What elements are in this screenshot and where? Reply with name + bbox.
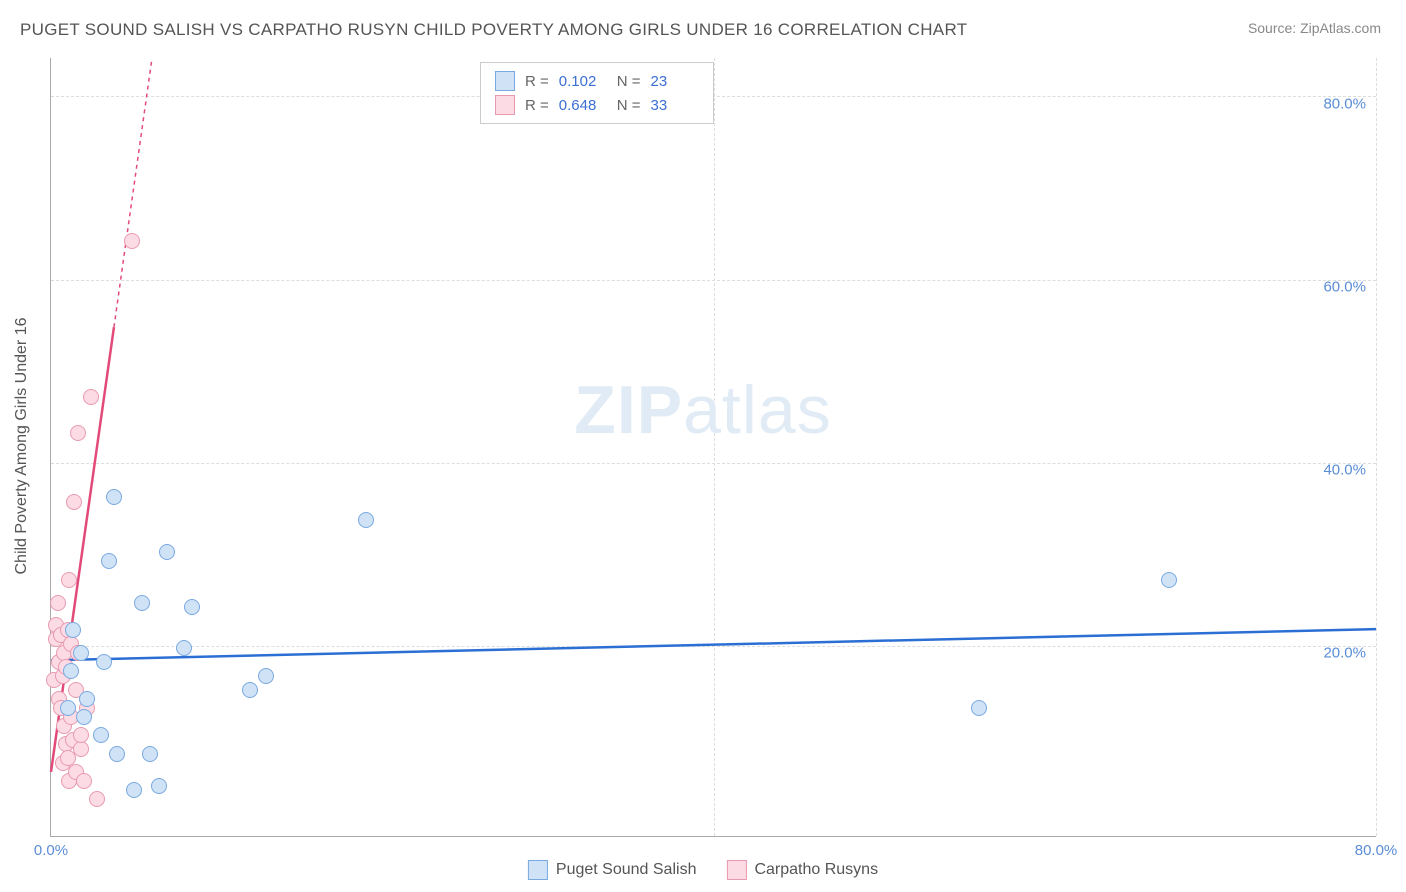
data-point: [65, 622, 81, 638]
legend-swatch: [495, 71, 515, 91]
y-tick-label: 40.0%: [1323, 461, 1366, 478]
x-tick-label: 80.0%: [1355, 842, 1398, 859]
y-tick-label: 60.0%: [1323, 278, 1366, 295]
data-point: [96, 654, 112, 670]
data-point: [79, 691, 95, 707]
r-label: R =: [525, 97, 549, 114]
data-point: [159, 544, 175, 560]
legend-row: R = 0.648 N = 33: [495, 93, 699, 117]
legend-item: Carpatho Rusyns: [726, 860, 878, 880]
data-point: [151, 778, 167, 794]
n-label: N =: [617, 73, 641, 90]
legend-row: R = 0.102 N = 23: [495, 69, 699, 93]
data-point: [242, 682, 258, 698]
data-point: [101, 553, 117, 569]
n-label: N =: [617, 97, 641, 114]
trend-line-dashed: [114, 58, 152, 327]
data-point: [142, 746, 158, 762]
data-point: [76, 709, 92, 725]
data-point: [124, 233, 140, 249]
data-point: [73, 741, 89, 757]
r-value: 0.648: [559, 97, 607, 114]
data-point: [126, 782, 142, 798]
correlation-legend: R = 0.102 N = 23 R = 0.648 N = 33: [480, 62, 714, 124]
data-point: [61, 572, 77, 588]
data-point: [83, 389, 99, 405]
y-axis-label: Child Poverty Among Girls Under 16: [13, 318, 31, 575]
grid-line-v: [714, 58, 715, 836]
data-point: [70, 425, 86, 441]
y-tick-label: 80.0%: [1323, 95, 1366, 112]
r-label: R =: [525, 73, 549, 90]
n-value: 33: [651, 97, 699, 114]
data-point: [73, 727, 89, 743]
data-point: [76, 773, 92, 789]
data-point: [63, 663, 79, 679]
data-point: [60, 700, 76, 716]
plot-area: 20.0%40.0%60.0%80.0%0.0%80.0%: [50, 58, 1376, 837]
legend-label: Carpatho Rusyns: [754, 861, 878, 879]
data-point: [73, 645, 89, 661]
r-value: 0.102: [559, 73, 607, 90]
data-point: [258, 668, 274, 684]
x-tick-label: 0.0%: [34, 842, 68, 859]
legend-item: Puget Sound Salish: [528, 860, 697, 880]
data-point: [134, 595, 150, 611]
data-point: [89, 791, 105, 807]
y-tick-label: 20.0%: [1323, 644, 1366, 661]
data-point: [106, 489, 122, 505]
chart-title: PUGET SOUND SALISH VS CARPATHO RUSYN CHI…: [20, 20, 967, 40]
grid-line-v: [1376, 58, 1377, 836]
data-point: [109, 746, 125, 762]
legend-swatch: [495, 95, 515, 115]
data-point: [184, 599, 200, 615]
legend-swatch: [528, 860, 548, 880]
data-point: [971, 700, 987, 716]
data-point: [50, 595, 66, 611]
legend-label: Puget Sound Salish: [556, 861, 697, 879]
source-label: Source: ZipAtlas.com: [1248, 20, 1381, 36]
data-point: [176, 640, 192, 656]
n-value: 23: [651, 73, 699, 90]
data-point: [358, 512, 374, 528]
legend-swatch: [726, 860, 746, 880]
data-point: [66, 494, 82, 510]
series-legend: Puget Sound Salish Carpatho Rusyns: [528, 860, 878, 880]
data-point: [1161, 572, 1177, 588]
data-point: [93, 727, 109, 743]
